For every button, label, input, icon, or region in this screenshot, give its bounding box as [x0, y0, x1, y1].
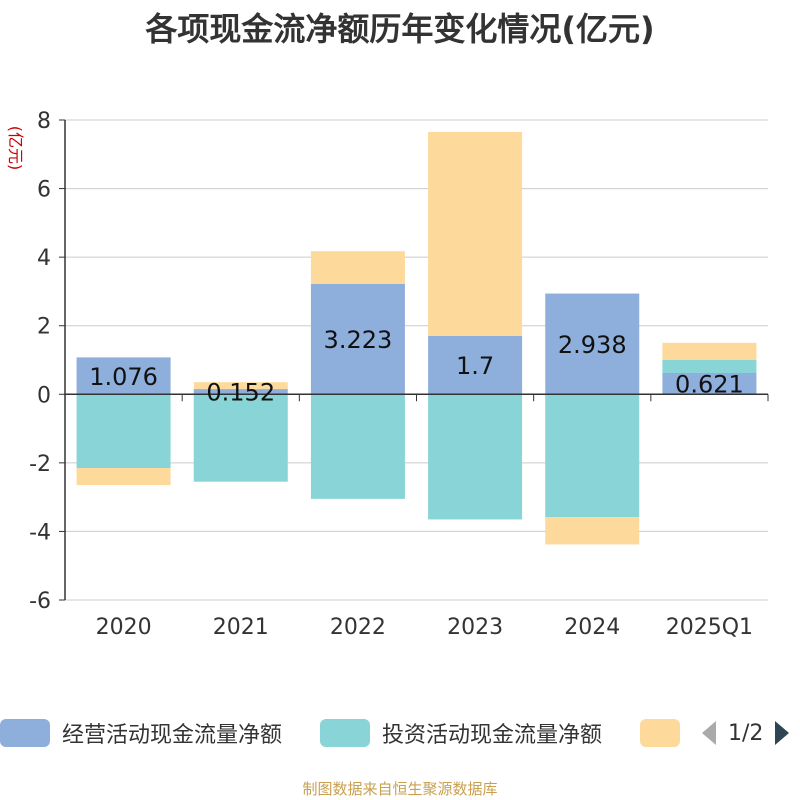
- legend-pager: 1/2: [700, 718, 791, 748]
- bar-0-2025Q1: [662, 372, 757, 395]
- bar-2-2024: [545, 517, 640, 545]
- bar-1-2021: [193, 394, 288, 482]
- bar-1-2020: [76, 394, 171, 468]
- bar-0-2020: [76, 357, 171, 395]
- x-tick-label: 2025Q1: [666, 615, 753, 640]
- x-tick-label: 2024: [564, 615, 620, 640]
- legend-item-operating[interactable]: 经营活动现金流量净额: [0, 718, 282, 748]
- y-tick-label: -6: [29, 589, 51, 614]
- legend-swatch-operating: [0, 719, 50, 747]
- bar-1-2023: [428, 394, 523, 520]
- legend-page-indicator: 1/2: [728, 720, 764, 746]
- bar-0-2024: [545, 293, 640, 395]
- legend-item-financing[interactable]: [640, 718, 692, 748]
- next-arrow-shape: [775, 721, 790, 745]
- bar-1-2025Q1: [662, 359, 757, 373]
- data-label: 3.223: [324, 326, 393, 354]
- x-tick-label: 2020: [96, 615, 152, 640]
- bar-2-2020: [76, 468, 171, 486]
- y-tick-label: 8: [37, 109, 51, 134]
- legend-label-investing: 投资活动现金流量净额: [382, 723, 603, 748]
- y-tick-label: 2: [37, 315, 51, 340]
- y-tick-label: 4: [37, 246, 51, 271]
- x-tick-label: 2022: [330, 615, 386, 640]
- prev-arrow-shape: [702, 721, 716, 745]
- bar-2-2022: [310, 251, 405, 284]
- data-label: 1.076: [89, 363, 158, 391]
- next-page-icon[interactable]: [773, 719, 791, 747]
- legend-swatch-investing: [320, 719, 370, 747]
- bar-0-2023: [428, 336, 523, 395]
- source-note: 制图数据来自恒生聚源数据库: [302, 780, 498, 798]
- bar-1-2022: [310, 394, 405, 499]
- data-label: 1.7: [456, 352, 494, 380]
- chart-plot: -6 -4 -2 0 2 4 6 8 (亿元) 2020 2021 2022 2023 2024 2025Q…: [6, 109, 769, 640]
- legend-swatch-financing: [640, 719, 680, 747]
- chart-title: 各项现金流净额历年变化情况(亿元): [145, 10, 655, 48]
- legend: 经营活动现金流量净额 投资活动现金流量净额 1/2: [0, 712, 800, 756]
- data-label: 0.152: [206, 379, 275, 407]
- y-tick-label: -2: [29, 452, 51, 477]
- legend-item-investing[interactable]: 投资活动现金流量净额: [320, 718, 602, 748]
- data-label: 0.621: [675, 371, 744, 399]
- data-label: 2.938: [558, 331, 627, 359]
- bar-0-2022: [310, 283, 405, 395]
- x-tick-label: 2023: [447, 615, 503, 640]
- bar-2-2025Q1: [662, 342, 757, 360]
- y-axis-label: (亿元): [6, 126, 25, 171]
- y-tick-label: 6: [37, 178, 51, 203]
- y-tick-label: -4: [29, 520, 51, 545]
- legend-label-operating: 经营活动现金流量净额: [62, 723, 283, 748]
- prev-page-icon[interactable]: [700, 719, 718, 747]
- y-tick-label: 0: [37, 383, 51, 408]
- bar-0-2021: [193, 389, 288, 395]
- bar-2-2021: [193, 382, 288, 390]
- x-tick-label: 2021: [213, 615, 269, 640]
- bar-2-2023: [428, 132, 523, 336]
- bar-1-2024: [545, 394, 640, 518]
